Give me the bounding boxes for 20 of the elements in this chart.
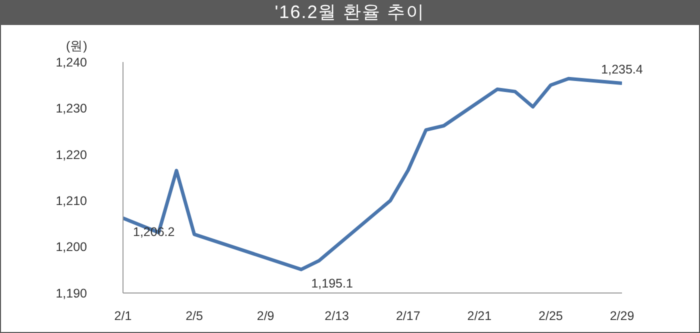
annotation: 1,235.4 — [601, 62, 643, 76]
y-tick-label: 1,200 — [56, 240, 88, 254]
annotation: 1,195.1 — [311, 276, 353, 290]
x-tick-label: 2/17 — [396, 308, 420, 323]
x-tick-label: 2/29 — [610, 308, 634, 323]
chart-title: '16.2월 환율 추이 — [0, 0, 700, 25]
x-tick-label: 2/1 — [114, 308, 132, 323]
line-series — [123, 76, 622, 272]
y-axis-title: (원) — [66, 38, 88, 55]
y-tick-label: 1,190 — [56, 286, 88, 300]
x-tick-label: 2/5 — [186, 308, 204, 323]
y-tick-label: 1,240 — [56, 55, 88, 70]
y-tick-label: 1,230 — [56, 102, 88, 116]
y-tick-label: 1,220 — [56, 148, 88, 162]
annotation: 1,206.2 — [133, 225, 175, 240]
x-tick-label: 2/13 — [324, 308, 350, 323]
x-tick-label: 2/25 — [538, 308, 563, 323]
x-tick-label: 2/9 — [256, 308, 274, 323]
x-tick-label: 2/21 — [467, 308, 492, 323]
y-tick-label: 1,210 — [56, 194, 88, 208]
